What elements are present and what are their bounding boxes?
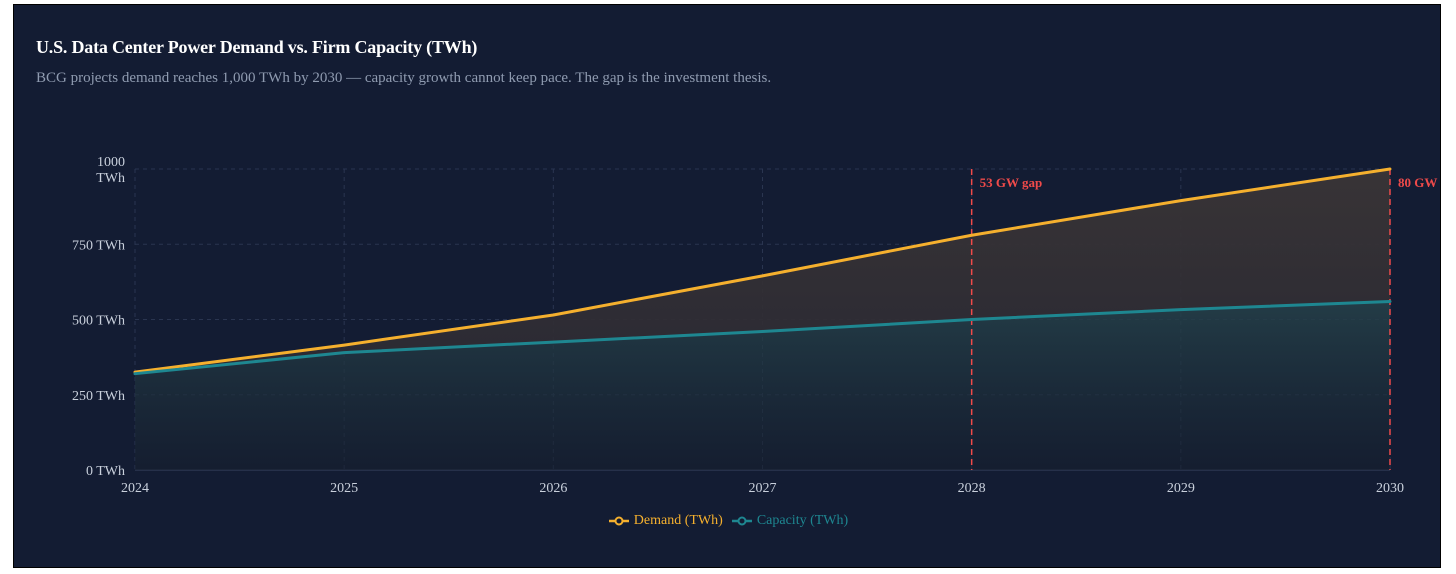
annotation-label: 53 GW gap	[980, 175, 1043, 190]
x-tick-label: 2030	[1376, 481, 1404, 496]
capacity-area	[135, 301, 1390, 470]
x-tick-label: 2026	[539, 481, 567, 496]
x-tick-label: 2024	[121, 481, 149, 496]
x-tick-label: 2028	[958, 481, 986, 496]
capacity-line	[133, 299, 1392, 376]
legend-item[interactable]: Capacity (TWh)	[731, 513, 848, 529]
demand-gap-area	[135, 169, 1390, 374]
legend-marker-icon	[608, 516, 629, 526]
chart-plot: 53 GW gap 80 GW 0 TWh 250 TWh 500 TWh 750 TW…	[72, 155, 1437, 496]
legend-label: Demand (TWh)	[633, 513, 723, 528]
legend-label: Capacity (TWh)	[756, 513, 849, 528]
x-tick-label: 2029	[1167, 481, 1195, 496]
y-tick-label: 250 TWh	[72, 389, 125, 404]
y-tick-label: TWh	[96, 171, 125, 186]
legend-item[interactable]: Demand (TWh)	[608, 513, 723, 529]
chart-legend: Demand (TWh) Capacity (TWh)	[14, 513, 1442, 531]
chart-subtitle: BCG projects demand reaches 1,000 TWh by…	[36, 70, 772, 86]
chart-title: U.S. Data Center Power Demand vs. Firm C…	[36, 37, 478, 57]
demand-line	[133, 167, 1392, 374]
y-tick-label: 750 TWh	[72, 238, 125, 253]
chart-panel: U.S. Data Center Power Demand vs. Firm C…	[13, 4, 1441, 568]
y-tick-label: 1000	[97, 155, 125, 170]
annotation-label: 80 GW	[1398, 175, 1437, 190]
x-tick-label: 2025	[330, 481, 358, 496]
y-tick-label: 500 TWh	[72, 314, 125, 329]
x-tick-label: 2027	[749, 481, 777, 496]
legend-marker-icon	[731, 516, 752, 526]
y-tick-label: 0 TWh	[86, 464, 125, 479]
